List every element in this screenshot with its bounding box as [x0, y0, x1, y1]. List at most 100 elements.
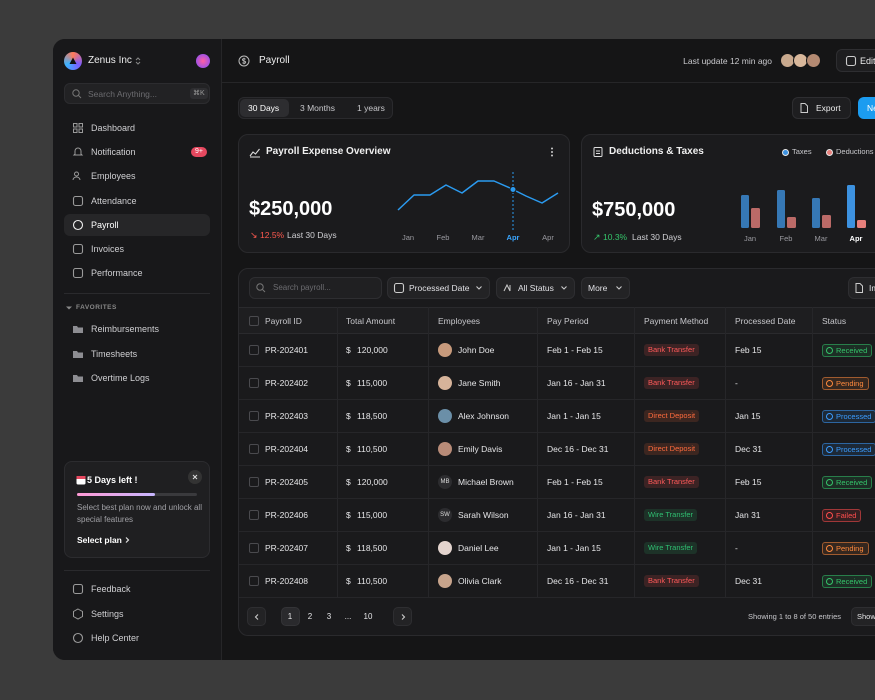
range-tab[interactable]: 30 Days [248, 103, 280, 113]
filter-button[interactable] [496, 277, 575, 299]
page-number[interactable]: 2 [307, 612, 313, 621]
icon-shape [135, 57, 141, 65]
amount: 110,500 [357, 576, 388, 586]
import-label: Import [869, 283, 875, 293]
icon-shape [593, 147, 603, 157]
checkbox[interactable] [249, 510, 259, 520]
icon-shape [72, 219, 84, 230]
legend-dot [825, 148, 833, 156]
checkbox[interactable] [249, 477, 259, 487]
checkbox[interactable] [249, 316, 259, 326]
close-icon [192, 474, 198, 480]
payment-method: Direct Deposit [644, 410, 700, 422]
icon-shape [72, 195, 84, 206]
checkbox[interactable] [249, 345, 259, 355]
status-badge: Pending [822, 541, 869, 555]
favorite-item[interactable]: Reimbursements [91, 324, 160, 334]
promo-title: 5 Days left ! [87, 475, 138, 485]
status-badge: Pending [822, 376, 869, 390]
checkbox[interactable] [249, 378, 259, 388]
sidebar-search[interactable] [64, 83, 210, 104]
range-tab[interactable]: 1 years [357, 103, 385, 113]
prev-icon [254, 613, 258, 620]
checkbox[interactable] [249, 576, 259, 586]
page-number[interactable]: 1 [287, 612, 293, 621]
x-label: Apr [542, 233, 554, 242]
amount: 110,500 [357, 444, 388, 454]
status-badge: Processed [822, 442, 875, 456]
nav-item[interactable]: Notification [91, 147, 136, 158]
filter-label: All Status [518, 283, 554, 293]
icon-shape [238, 55, 250, 67]
footer-item[interactable]: Help Center [91, 633, 140, 643]
nav-item[interactable]: Employees [91, 171, 136, 182]
processed-date: Feb 15 [735, 345, 762, 355]
nav-item[interactable]: Performance [91, 268, 143, 279]
column-header: Payment Method [644, 316, 709, 326]
page-number[interactable]: 3 [326, 612, 332, 621]
currency: $ [346, 378, 351, 388]
checkbox[interactable] [249, 444, 259, 454]
filter-button[interactable] [387, 277, 490, 299]
icon-shape [78, 123, 83, 128]
last-update: Last update 12 min ago [683, 56, 772, 66]
payroll-id: PR-202403 [265, 411, 309, 421]
import-button[interactable] [848, 277, 875, 299]
icon-shape [72, 632, 84, 644]
icon-shape [503, 283, 511, 292]
status-badge: Failed [822, 508, 862, 522]
new-button[interactable] [858, 97, 875, 119]
workspace-name[interactable]: Zenus Inc [88, 55, 132, 66]
status-icon [826, 511, 833, 519]
table-search[interactable] [249, 277, 382, 299]
export-button[interactable] [792, 97, 851, 119]
show-button[interactable] [851, 607, 875, 626]
nav-icon [72, 147, 84, 156]
icon-shape [69, 57, 77, 64]
nav-item[interactable]: Invoices [91, 244, 125, 254]
icon-shape [192, 474, 198, 480]
page-info: Showing 1 to 8 of 50 entries [748, 612, 841, 621]
payroll-id: PR-202406 [265, 510, 309, 520]
nav-item[interactable]: Attendance [91, 195, 137, 206]
icon-shape [73, 326, 83, 333]
nav-icon [72, 171, 81, 181]
filter-button[interactable] [581, 277, 630, 299]
prev-button[interactable] [247, 607, 266, 626]
edit-icon [845, 55, 857, 67]
employee-avatar [438, 475, 452, 489]
checkbox[interactable] [249, 543, 259, 553]
checkbox[interactable] [249, 411, 259, 421]
workspace-switch [135, 57, 141, 65]
header-divider [222, 82, 875, 83]
row-divider [239, 531, 875, 532]
status-badge: Received [822, 574, 873, 588]
nav-item[interactable]: Dashboard [91, 123, 136, 133]
column-divider [428, 307, 429, 597]
currency: $ [346, 345, 351, 355]
page-number[interactable]: ... [344, 612, 352, 621]
favorite-item[interactable]: Timesheets [91, 348, 138, 359]
status-icon [826, 577, 833, 585]
column-divider [812, 307, 813, 597]
search-icon [72, 88, 82, 98]
footer-item[interactable]: Settings [91, 608, 124, 619]
new-label: New [867, 103, 875, 113]
range-tab[interactable]: 3 Months [300, 103, 335, 113]
change-period: Last 30 Days [287, 230, 337, 240]
export-icon [800, 103, 808, 113]
status-icon [826, 346, 833, 354]
page-number[interactable]: 10 [363, 612, 373, 621]
promo-action[interactable]: Select plan [77, 535, 122, 545]
processed-date: Jan 31 [735, 510, 761, 520]
nav-icon [72, 243, 84, 255]
next-button[interactable] [393, 607, 412, 626]
row-divider [239, 366, 875, 367]
pay-period: Dec 16 - Dec 31 [547, 576, 609, 586]
nav-item[interactable]: Payroll [91, 219, 119, 230]
favorites-label: FAVORITES [76, 304, 117, 311]
card-icon [249, 148, 260, 158]
favorite-item[interactable]: Overtime Logs [91, 373, 150, 383]
footer-item[interactable]: Feedback [91, 584, 131, 594]
status-icon [826, 544, 833, 552]
